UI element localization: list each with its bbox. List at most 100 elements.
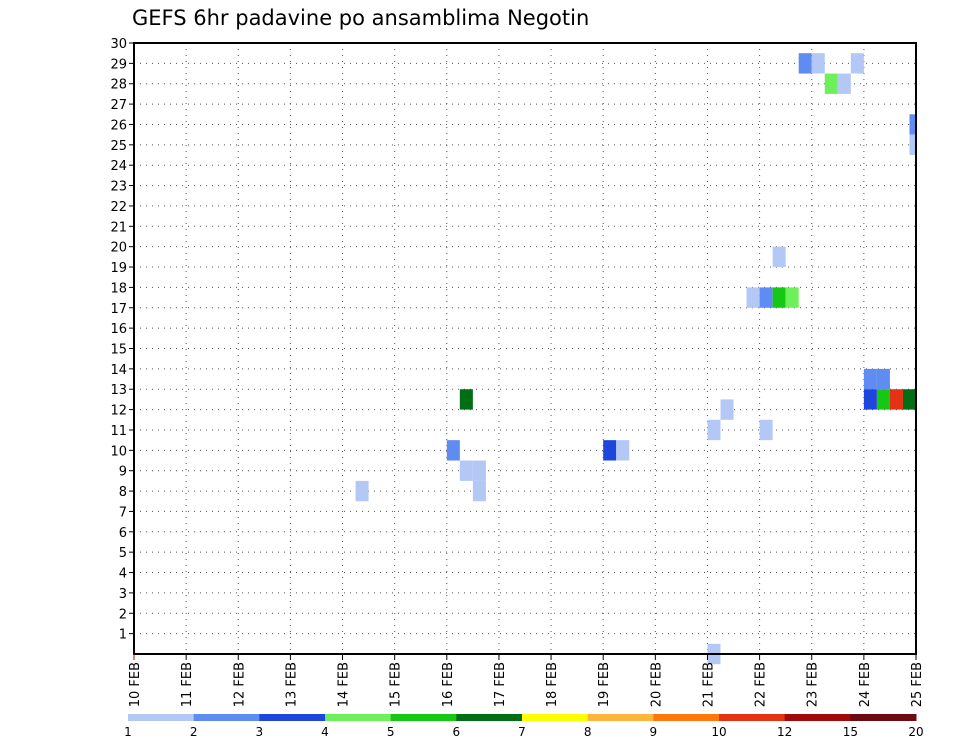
x-tick-label: 11 FEB [180,662,195,707]
data-cell [909,114,916,135]
colorbar-label: 15 [843,725,858,739]
colorbar-label: 2 [190,725,198,739]
data-cell [889,389,903,410]
colorbar-swatch [850,714,917,721]
y-axis: 1234567891011121314151617181920212223242… [110,37,134,643]
y-tick-label: 10 [110,444,127,459]
y-tick-label: 21 [110,220,127,235]
colorbar-swatch [390,714,457,721]
data-cell [876,389,890,410]
y-tick-label: 27 [110,98,127,113]
y-tick-label: 11 [110,424,127,439]
colorbar: 1 2 3 4 5 6 7 8 9 10 12 15 20 [124,714,924,739]
y-tick-label: 3 [119,587,127,602]
data-cell [616,440,630,461]
data-cell [720,399,734,420]
y-tick-label: 14 [110,363,127,378]
y-tick-label: 4 [119,567,127,582]
colorbar-label: 5 [387,725,395,739]
colorbar-label: 20 [908,725,923,739]
x-tick-label: 12 FEB [232,662,247,707]
data-cell [759,287,773,308]
colorbar-label: 8 [584,725,592,739]
x-tick-label: 16 FEB [441,662,456,707]
x-tick-label: 23 FEB [806,662,821,707]
x-tick-label: 25 FEB [910,662,925,707]
colorbar-swatch [653,714,720,721]
y-tick-label: 1 [119,628,127,643]
y-tick-label: 17 [110,302,127,317]
grid-lines [134,42,916,654]
colorbar-label: 3 [256,725,264,739]
y-tick-label: 22 [110,200,127,215]
x-axis: 10 FEB 11 FEB 12 FEB 13 FEB 14 FEB 15 FEB 16 F… [128,654,925,707]
y-tick-label: 13 [110,383,127,398]
data-cell [355,480,369,502]
y-tick-label: 25 [110,139,127,154]
colorbar-swatch [325,714,392,721]
colorbar-swatch [719,714,786,721]
y-tick-label: 8 [119,485,127,500]
data-cell [824,73,838,94]
colorbar-label: 1 [124,725,132,739]
data-cell [863,389,877,410]
colorbar-label: 9 [650,725,658,739]
x-tick-label: 10 FEB [128,662,143,707]
data-cell [837,73,851,94]
data-cell [746,287,760,308]
y-tick-label: 19 [110,261,127,276]
y-tick-label: 30 [110,37,127,52]
data-cell [459,460,473,481]
y-tick-label: 20 [110,241,127,256]
data-cell [850,53,864,74]
x-tick-label: 15 FEB [389,662,404,707]
data-cell [446,440,460,461]
colorbar-label: 10 [711,725,726,739]
data-cell [863,368,877,390]
colorbar-swatch [193,714,260,721]
colorbar-swatch [259,714,326,721]
x-tick-label: 17 FEB [493,662,508,707]
data-cell [798,53,812,74]
y-tick-label: 16 [110,322,127,337]
data-cell [603,440,617,461]
data-cell [472,460,486,481]
y-tick-label: 24 [110,159,127,174]
x-tick-label: 20 FEB [649,662,664,707]
x-tick-label: 21 FEB [701,662,716,707]
x-tick-label: 13 FEB [284,662,299,707]
data-cells [355,53,916,665]
colorbar-swatch [128,714,195,721]
colorbar-swatch [522,714,589,721]
data-cell [876,368,890,390]
y-tick-label: 9 [119,465,127,480]
y-tick-label: 28 [110,78,127,93]
y-tick-label: 23 [110,180,127,195]
data-cell [472,480,486,502]
chart-title: GEFS 6hr padavine po ansamblima Negotin [132,6,589,30]
y-tick-label: 15 [110,343,127,358]
colorbar-swatch [456,714,523,721]
y-tick-label: 12 [110,404,127,419]
colorbar-label: 7 [518,725,526,739]
y-tick-label: 5 [119,546,127,561]
colorbar-label: 12 [777,725,792,739]
y-tick-label: 7 [119,505,127,520]
x-tick-label: 18 FEB [545,662,560,707]
x-tick-label: 19 FEB [597,662,612,707]
y-tick-label: 29 [110,57,127,72]
x-tick-label: 24 FEB [858,662,873,707]
y-tick-label: 26 [110,118,127,133]
x-tick-label: 22 FEB [754,662,769,707]
data-cell [772,246,786,268]
data-cell [459,389,473,410]
data-cell [707,419,721,441]
colorbar-label: 6 [453,725,461,739]
data-cell [909,134,916,156]
data-cell [811,53,825,74]
data-cell [772,287,786,308]
y-tick-label: 6 [119,526,127,541]
data-cell [785,287,799,308]
data-cell [902,389,916,410]
